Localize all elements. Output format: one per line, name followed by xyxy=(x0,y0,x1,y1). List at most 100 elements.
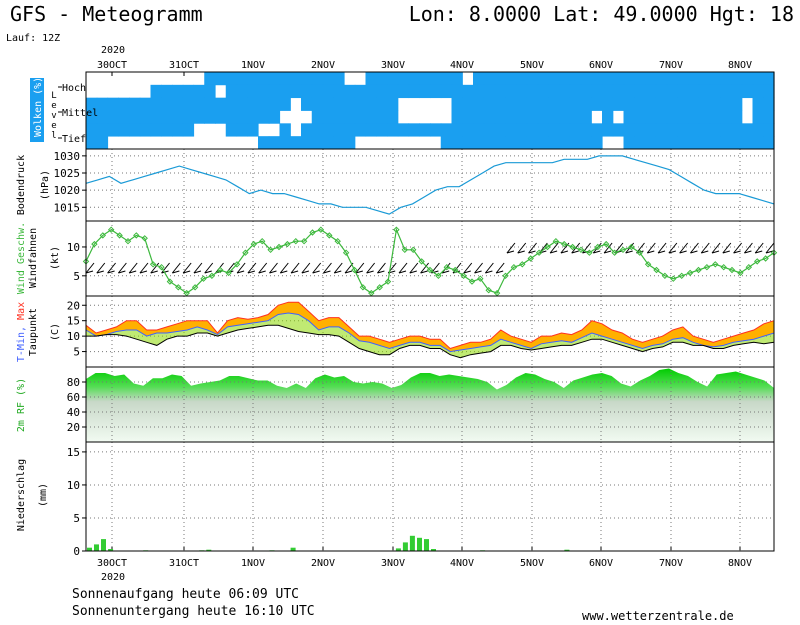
cloud-cell xyxy=(139,123,152,137)
cloud-cell xyxy=(333,97,345,111)
wind-barb xyxy=(96,262,106,274)
wind-barb xyxy=(506,242,516,254)
model-run-label: Lauf: 12Z xyxy=(6,33,61,44)
cloud-cell xyxy=(150,110,162,124)
temp-unit-label: (C) xyxy=(50,323,61,341)
wind-speed-point xyxy=(502,272,509,280)
precip-bar xyxy=(431,549,436,551)
cloud-cell xyxy=(688,97,700,111)
cloud-cell xyxy=(526,72,539,86)
cloud-cell xyxy=(731,136,743,150)
cloud-cell xyxy=(559,110,571,124)
cloud-cell xyxy=(526,136,539,150)
wind-barb-flag xyxy=(312,270,320,274)
wind-speed-point xyxy=(401,246,409,254)
cloud-cell xyxy=(215,72,227,86)
wind-speed-point xyxy=(468,278,476,285)
cloud-cell xyxy=(634,97,646,111)
cloud-cell xyxy=(752,84,764,99)
cloud-cell xyxy=(602,110,614,124)
wind-speed-point xyxy=(376,284,383,291)
wind-speed-point xyxy=(124,237,132,245)
cloud-cell xyxy=(677,136,689,150)
cloud-cell xyxy=(559,123,571,137)
cloud-cell xyxy=(344,97,356,111)
cloud-cell xyxy=(602,84,614,99)
cloud-cell xyxy=(96,136,109,150)
tmax-line xyxy=(85,301,775,350)
tmin-fill xyxy=(86,313,774,358)
wind-barb xyxy=(420,262,429,274)
cloud-cell xyxy=(172,123,184,137)
wind-barb-flag xyxy=(183,270,191,274)
pressure-ytick-label: 1025 xyxy=(54,167,81,180)
wind-speed-point xyxy=(292,237,300,245)
cloud-cell xyxy=(548,72,560,86)
wind-barb xyxy=(603,242,613,254)
wind-speed-point xyxy=(695,266,702,274)
cloud-cell xyxy=(580,97,592,111)
date-label-top: 7NOV xyxy=(659,60,683,71)
cloud-cell xyxy=(623,84,635,99)
wind-barb-flag xyxy=(593,250,601,254)
cloud-cell xyxy=(677,123,689,137)
wind-barb-flag xyxy=(657,250,666,254)
precip-bar xyxy=(424,539,429,551)
date-label-top: 3NOV xyxy=(381,60,405,71)
cloud-cell xyxy=(526,110,539,124)
cloud-cell xyxy=(161,97,173,111)
wind-speed-point xyxy=(384,278,392,285)
wind-axis-label: Wind Geschw. xyxy=(16,222,27,294)
wind-speed-point xyxy=(149,261,157,268)
cloud-cell xyxy=(537,72,549,86)
cloud-cell xyxy=(129,123,141,137)
wind-barb-flag xyxy=(247,270,256,274)
cloud-cell xyxy=(301,72,313,86)
wind-barb-flag xyxy=(485,270,493,274)
cloud-cell xyxy=(559,97,571,111)
cloud-cell xyxy=(86,97,98,111)
cloud-cell xyxy=(580,72,592,86)
dewpoint-line xyxy=(86,324,775,359)
wind-barb-flag xyxy=(733,250,741,254)
wind-speed-point xyxy=(753,258,761,265)
tmin-line xyxy=(85,312,775,353)
cloud-cell xyxy=(462,110,474,124)
pressure-ytick-label: 1030 xyxy=(54,150,81,163)
cloud-cell xyxy=(268,97,281,111)
wind-barb xyxy=(657,242,667,254)
cloud-cell xyxy=(602,72,614,86)
cloud-cell xyxy=(763,136,775,150)
cloud-cell xyxy=(247,72,259,86)
cloud-cell xyxy=(645,72,657,86)
cloud-cell xyxy=(688,84,700,99)
date-label-top: 31OCT xyxy=(169,60,199,71)
wind-speed-point xyxy=(258,237,266,245)
cloud-cell xyxy=(537,136,549,150)
cloud-cell xyxy=(602,123,614,137)
cloud-cell xyxy=(258,136,270,150)
wind-barb-flag xyxy=(193,270,202,274)
cloud-cell xyxy=(107,110,119,124)
wind-barb-flag xyxy=(172,270,180,274)
precip-bar xyxy=(417,537,422,551)
wind-barb xyxy=(700,242,710,254)
cloud-cell xyxy=(709,136,721,150)
cloud-cell xyxy=(655,84,668,99)
cloud-cell xyxy=(247,110,259,124)
level-middle-label: Mittel xyxy=(62,108,98,119)
cloud-cell xyxy=(666,123,678,137)
cloud-cell xyxy=(376,84,388,99)
wind-barb xyxy=(722,242,732,254)
wind-speed-point xyxy=(275,243,283,251)
wind-speed-point xyxy=(737,269,744,277)
cloud-cell xyxy=(505,110,517,124)
date-label-bottom: 31OCT xyxy=(169,558,199,569)
wind-speed-point xyxy=(602,240,610,248)
cloud-cell xyxy=(709,84,721,99)
cloud-cell xyxy=(763,110,775,124)
wind-barb xyxy=(744,242,753,254)
level-label-char: l xyxy=(51,131,56,141)
website-link[interactable]: www.wetterzentrale.de xyxy=(582,609,734,623)
